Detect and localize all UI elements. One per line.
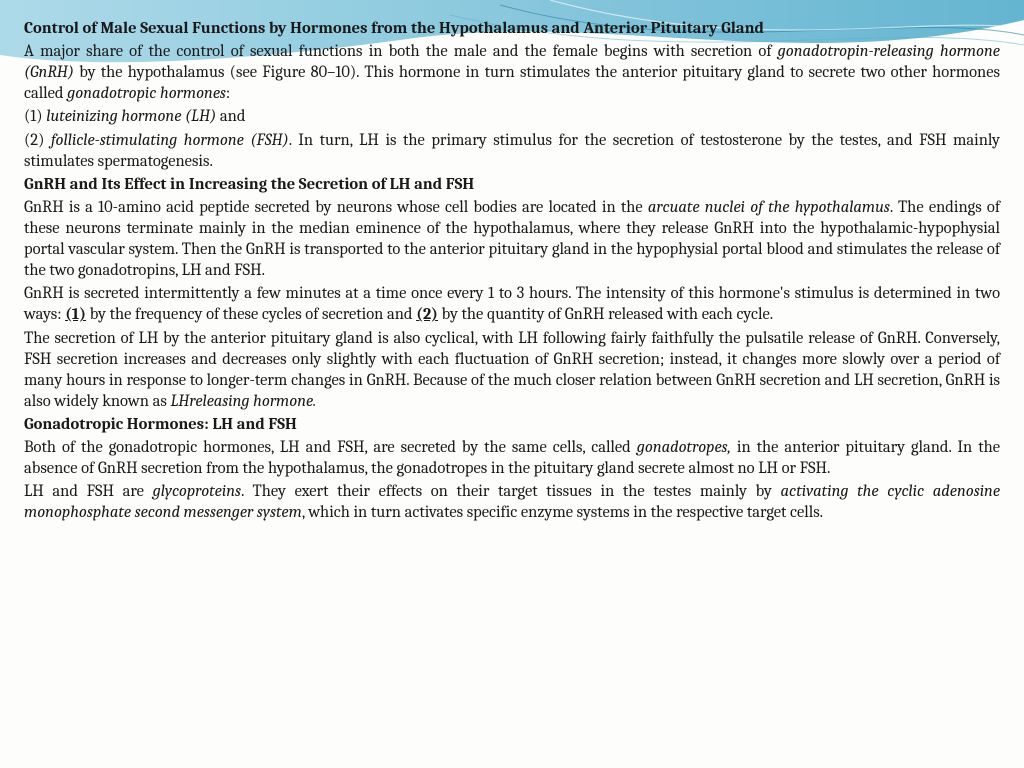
heading-main: Control of Male Sexual Functions by Horm…: [24, 18, 1000, 39]
para-gnrh-1: GnRH is a 10-amino acid peptide secreted…: [24, 197, 1000, 281]
para-intro: A major share of the control of sexual f…: [24, 41, 1000, 104]
term-lh: luteinizing hormone (LH): [46, 107, 216, 126]
text: . They exert their effects on their targ…: [241, 482, 781, 501]
marker-1: (1): [65, 305, 86, 324]
term-glycoproteins: glycoproteins: [153, 482, 241, 501]
heading-gonadotropic: Gonadotropic Hormones: LH and FSH: [24, 414, 1000, 435]
marker-2: (2): [416, 305, 438, 324]
text: :: [226, 84, 230, 103]
text: by the frequency of these cycles of secr…: [86, 305, 416, 324]
text: A major share of the control of sexual f…: [24, 42, 778, 61]
slide-body: Control of Male Sexual Functions by Horm…: [0, 0, 1024, 544]
term-fsh: follicle-stimulating hormone (FSH): [51, 131, 289, 150]
text: by the quantity of GnRH released with ea…: [438, 305, 773, 324]
para-gnrh-2: GnRH is secreted intermittently a few mi…: [24, 283, 1000, 325]
term-gonadotropes: gonadotropes,: [637, 438, 731, 457]
para-gon-2: LH and FSH are glycoproteins. They exert…: [24, 481, 1000, 523]
list-item-1: (1) luteinizing hormone (LH) and: [24, 106, 1000, 127]
text: Both of the gonadotropic hormones, LH an…: [24, 438, 637, 457]
text: GnRH is a 10-amino acid peptide secreted…: [24, 198, 648, 217]
text: LH and FSH are: [24, 482, 153, 501]
term-lhreleasing: LHreleasing hormone.: [170, 392, 316, 411]
text: (2): [24, 131, 51, 150]
term-gonadotropic: gonadotropic hormones: [67, 84, 226, 103]
list-item-2: (2) follicle-stimulating hormone (FSH). …: [24, 130, 1000, 172]
text: and: [216, 107, 245, 126]
para-gon-1: Both of the gonadotropic hormones, LH an…: [24, 437, 1000, 479]
term-arcuate: arcuate nuclei of the hypothalamus: [648, 198, 890, 217]
heading-gnrh-effect: GnRH and Its Effect in Increasing the Se…: [24, 174, 1000, 195]
text: (1): [24, 107, 46, 126]
para-gnrh-3: The secretion of LH by the anterior pitu…: [24, 328, 1000, 412]
text: , which in turn activates specific enzym…: [302, 503, 823, 522]
